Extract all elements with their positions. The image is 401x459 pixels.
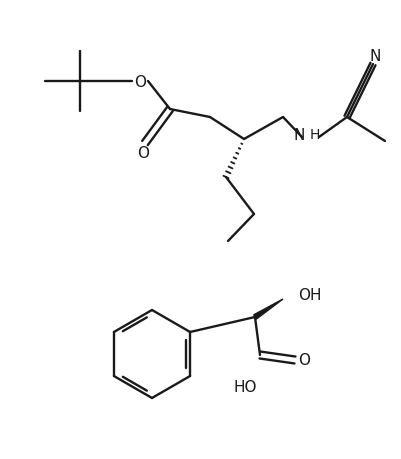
Text: O: O xyxy=(137,145,149,160)
Polygon shape xyxy=(253,299,282,319)
Text: O: O xyxy=(297,353,309,368)
Text: N: N xyxy=(369,48,380,63)
Text: O: O xyxy=(134,74,146,90)
Text: HO: HO xyxy=(233,380,256,395)
Text: N: N xyxy=(293,127,304,142)
Text: H: H xyxy=(309,128,320,142)
Text: OH: OH xyxy=(297,288,321,303)
